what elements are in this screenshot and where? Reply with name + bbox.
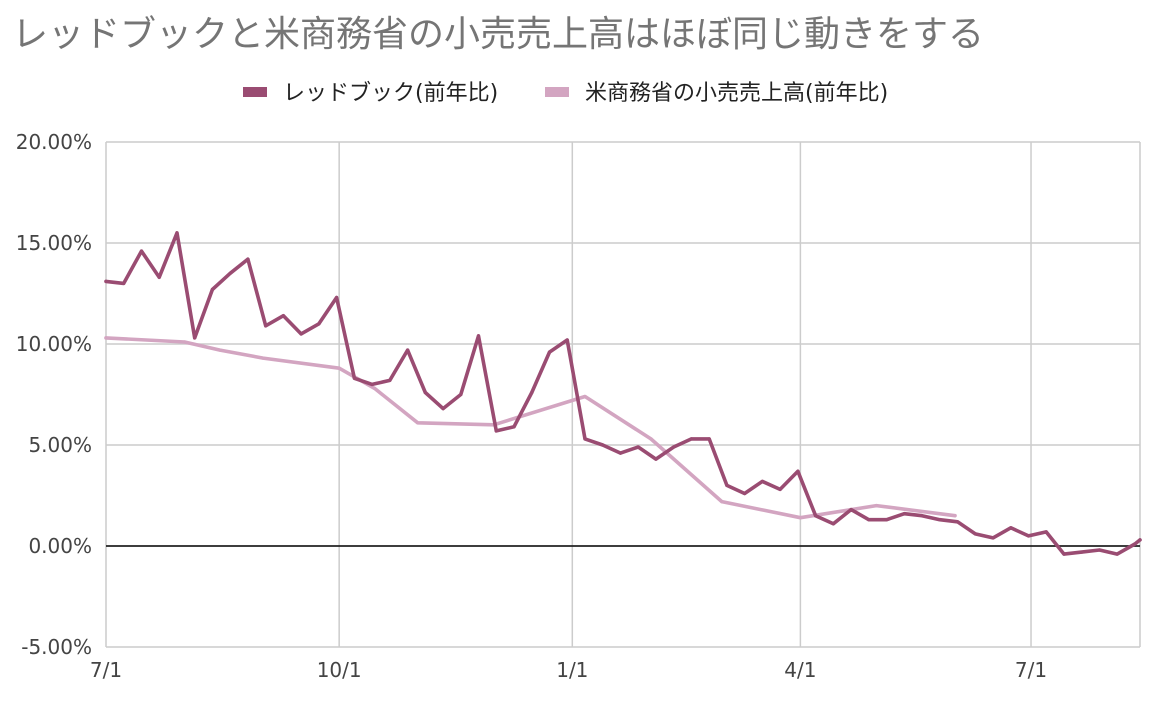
legend-label-series-1: レッドブック(前年比)	[283, 81, 498, 106]
data-point-series-1	[636, 445, 640, 449]
data-point-series-1	[352, 376, 356, 380]
data-point-series-1	[246, 257, 250, 261]
data-point-series-2	[183, 340, 187, 344]
data-point-series-1	[973, 532, 977, 536]
data-point-series-1	[388, 378, 392, 382]
x-tick-label: 7/1	[90, 658, 122, 682]
data-point-series-1	[725, 483, 729, 487]
data-point-series-1	[512, 425, 516, 429]
data-point-series-1	[707, 437, 711, 441]
chart-legend: レッドブック(前年比) 米商務省の小売売上高(前年比)	[243, 81, 888, 106]
data-point-series-1	[831, 522, 835, 526]
data-point-series-1	[530, 390, 534, 395]
data-point-series-1	[370, 382, 374, 386]
data-point-series-1	[778, 487, 782, 491]
data-point-series-2	[720, 500, 724, 504]
data-point-series-1	[849, 508, 853, 512]
data-point-series-1	[814, 514, 818, 518]
data-point-series-1	[104, 279, 108, 283]
data-point-series-2	[218, 348, 222, 352]
data-point-series-1	[1062, 552, 1066, 556]
data-point-series-1	[264, 324, 268, 328]
data-point-series-1	[760, 479, 765, 483]
x-tick-label: 1/1	[556, 658, 588, 682]
data-point-series-1	[920, 514, 924, 518]
data-point-series-1	[441, 407, 445, 411]
data-point-series-1	[335, 295, 339, 300]
data-point-series-1	[175, 231, 179, 235]
data-point-series-1	[955, 520, 960, 524]
data-point-series-1	[299, 332, 303, 336]
y-tick-label: 10.00%	[16, 332, 92, 356]
data-point-series-1	[689, 437, 694, 441]
data-point-series-1	[796, 469, 800, 473]
data-point-series-1	[618, 451, 623, 455]
y-tick-label: -5.00%	[21, 635, 92, 659]
y-tick-label: 5.00%	[28, 433, 92, 457]
data-point-series-1	[867, 518, 871, 522]
data-point-series-1	[885, 518, 889, 522]
data-point-series-2	[373, 386, 377, 390]
x-tick-label: 7/1	[1015, 658, 1047, 682]
data-point-series-2	[874, 504, 879, 508]
data-point-series-1	[601, 443, 605, 447]
data-point-series-1	[654, 457, 658, 461]
chart-title: レッドブックと米商務省の小売売上高はほぼ同じ動きをする	[12, 14, 984, 55]
series-line-1	[104, 231, 1142, 556]
legend-label-series-2: 米商務省の小売売上高(前年比)	[585, 81, 888, 106]
data-point-series-1	[139, 249, 144, 253]
data-point-series-1	[1115, 552, 1119, 556]
data-point-series-1	[565, 338, 569, 342]
series-line-2	[104, 336, 957, 520]
series	[104, 231, 1142, 556]
data-point-series-2	[104, 336, 108, 340]
data-point-series-1	[1044, 530, 1048, 534]
legend-swatch-series-2	[545, 87, 569, 97]
data-point-series-1	[1080, 550, 1084, 554]
data-point-series-2	[583, 394, 587, 399]
data-point-series-1	[476, 334, 481, 338]
x-axis: 7/1 10/1 1/1 4/1 7/1	[90, 658, 1047, 682]
data-point-series-2	[649, 437, 653, 441]
data-point-series-1	[210, 287, 214, 292]
data-point-series-1	[1133, 542, 1137, 546]
data-point-series-1	[1097, 548, 1102, 552]
data-point-series-1	[547, 350, 552, 354]
data-point-series-1	[902, 512, 906, 516]
data-point-series-1	[1138, 538, 1142, 542]
data-point-series-1	[1026, 534, 1031, 538]
data-point-series-1	[406, 348, 410, 352]
data-point-series-2	[953, 514, 957, 518]
data-point-series-2	[416, 421, 420, 425]
legend-swatch-series-1	[243, 87, 267, 97]
data-point-series-1	[459, 392, 463, 397]
data-point-series-1	[1009, 526, 1013, 530]
grid	[105, 141, 1141, 648]
data-point-series-1	[122, 281, 126, 285]
data-point-series-1	[193, 336, 197, 340]
data-point-series-1	[317, 322, 321, 326]
data-point-series-2	[798, 516, 803, 520]
data-point-series-2	[261, 356, 265, 360]
data-point-series-1	[583, 437, 587, 441]
data-point-series-1	[281, 314, 285, 318]
y-tick-label: 0.00%	[28, 534, 92, 558]
data-point-series-1	[228, 271, 232, 275]
x-tick-label: 10/1	[317, 658, 362, 682]
data-point-series-1	[423, 390, 427, 395]
data-point-series-1	[672, 445, 676, 449]
data-point-series-1	[743, 491, 747, 496]
data-point-series-1	[494, 429, 498, 433]
y-tick-label: 20.00%	[16, 130, 92, 154]
data-point-series-1	[938, 518, 942, 522]
y-axis: 20.00% 15.00% 10.00% 5.00% 0.00% -5.00%	[16, 130, 92, 659]
data-point-series-1	[991, 536, 995, 540]
x-tick-label: 4/1	[784, 658, 816, 682]
data-point-series-1	[157, 275, 161, 279]
data-point-series-2	[337, 366, 341, 370]
y-tick-label: 15.00%	[16, 231, 92, 255]
